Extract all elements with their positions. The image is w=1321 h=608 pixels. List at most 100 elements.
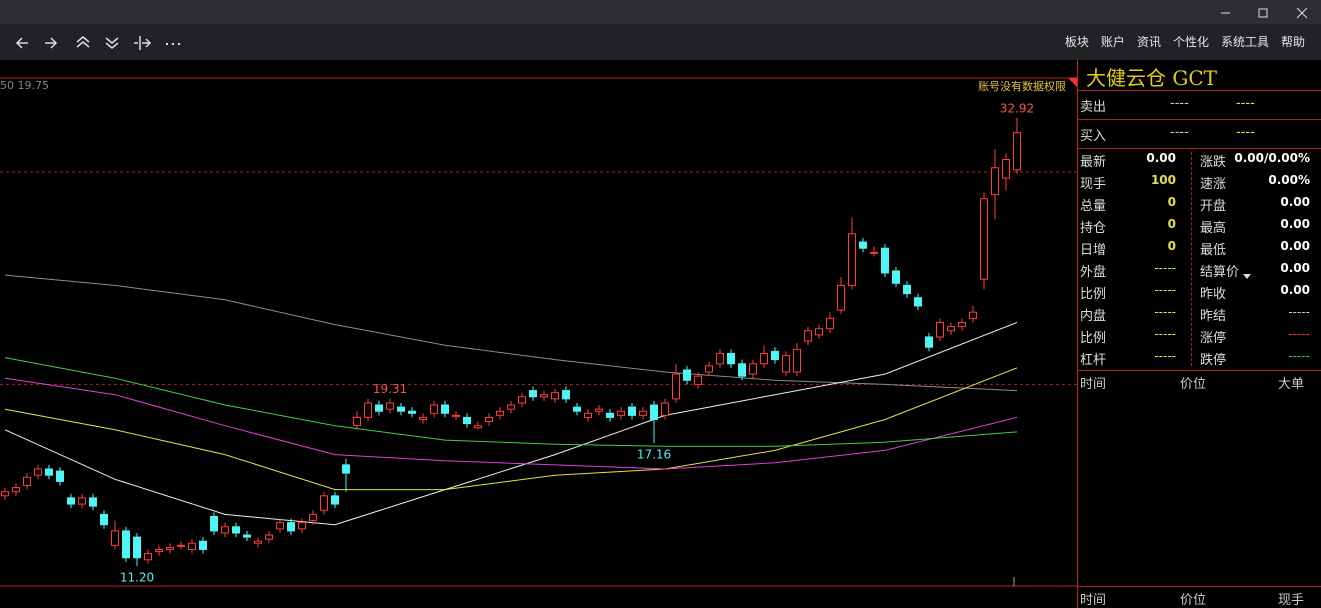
split-button[interactable] (134, 36, 152, 50)
quote-value: ----- (1288, 305, 1310, 319)
candle-body (441, 404, 449, 414)
page-up-button[interactable] (76, 36, 90, 48)
order-price: ---- (1170, 96, 1189, 111)
quote-value: 0.00 (1280, 239, 1310, 253)
candle-body (870, 251, 878, 254)
candle-body (364, 402, 372, 418)
order-volume: ---- (1236, 96, 1255, 111)
candle-body (265, 534, 273, 540)
quote-label: 跌停 (1200, 353, 1227, 368)
menu-item[interactable]: 个性化 (1172, 35, 1209, 49)
candle-body (562, 390, 570, 400)
candle-body (309, 513, 317, 522)
moving-average-line (4, 367, 1018, 491)
quote-label: 最高 (1200, 221, 1227, 236)
corner-marker (1068, 78, 1077, 87)
candle-body (1002, 159, 1010, 179)
column-header: 时间 (1080, 593, 1107, 608)
quote-value: ----- (1154, 261, 1176, 275)
menu-item[interactable]: 帮助 (1280, 35, 1305, 49)
toolbar (0, 24, 1321, 60)
moving-average-line (4, 357, 1018, 447)
candle-body (815, 328, 823, 336)
quote-label: 涨跌 (1200, 155, 1227, 170)
quote-value: 0.00 (1280, 195, 1310, 209)
menu-item[interactable]: 板块 (1064, 35, 1089, 49)
candle-body (485, 416, 493, 423)
quote-value: 0.00 (1280, 217, 1310, 231)
quote-label: 昨收 (1200, 287, 1227, 302)
candle-body (23, 476, 31, 487)
candle-body (848, 233, 856, 286)
candle-body (342, 464, 350, 474)
candle-body (375, 404, 383, 412)
order-label: 买入 (1080, 129, 1107, 144)
dropdown-arrow[interactable] (1243, 274, 1251, 279)
candle-body (386, 402, 394, 410)
quote-value: 100 (1150, 173, 1176, 187)
order-label: 卖出 (1080, 100, 1107, 115)
menu-item[interactable]: 系统工具 (1220, 35, 1269, 49)
quote-value: ----- (1154, 327, 1176, 341)
candle-body (298, 522, 306, 530)
candle-body (34, 468, 42, 476)
price-label: 11.20 (120, 570, 154, 584)
column-header: 时间 (1080, 377, 1107, 392)
candle-body (408, 410, 416, 414)
candle-body (133, 536, 141, 559)
page-down-button[interactable] (105, 37, 119, 49)
candle-body (925, 336, 933, 348)
candle-body (540, 394, 548, 398)
restore-button[interactable] (1258, 8, 1268, 18)
candle-body (1, 491, 9, 497)
candle-body (243, 534, 251, 538)
candle-body (155, 548, 163, 553)
quote-panel: 大健云仓 GCT 卖出 ---- ---- 买入 ---- ---- 最新 0.00 涨跌 0.0… (1077, 60, 1321, 608)
candle-body (507, 404, 515, 410)
quote-value: ----- (1154, 283, 1176, 297)
candle-body (584, 412, 592, 418)
candle-body (958, 322, 966, 328)
candle-body (474, 425, 482, 429)
menu-item[interactable]: 账户 (1100, 35, 1125, 49)
candle-body (111, 530, 119, 546)
divider (1078, 90, 1321, 91)
candle-body (694, 375, 702, 385)
title-bar (0, 0, 1321, 24)
candle-body (496, 410, 504, 416)
candle-body (56, 470, 64, 482)
candle-body (353, 416, 361, 427)
candle-body (419, 416, 427, 420)
quote-label: 内盘 (1080, 309, 1107, 324)
price-label: 19.31 (373, 382, 407, 396)
candle-body (969, 311, 977, 319)
candle-body (144, 553, 152, 561)
candle-body (837, 284, 845, 311)
candle-body (452, 414, 460, 417)
candle-body (166, 546, 174, 550)
moving-average-line (4, 322, 1018, 526)
quote-label: 昨结 (1200, 309, 1227, 324)
quote-value: ----- (1154, 305, 1176, 319)
quote-value: ----- (1288, 349, 1310, 363)
candle-body (12, 487, 20, 493)
candle-body (518, 396, 526, 404)
candle-body (716, 352, 724, 365)
menu-item[interactable]: 资讯 (1136, 35, 1161, 49)
candle-body (430, 404, 438, 414)
back-button[interactable] (15, 37, 28, 49)
candle-body (859, 241, 867, 249)
order-price: ---- (1170, 125, 1189, 140)
candle-body (276, 522, 284, 530)
close-button[interactable] (1296, 7, 1308, 19)
candle-body (188, 542, 196, 550)
candle-body (639, 410, 647, 416)
candle-body (826, 317, 834, 330)
quote-value: ----- (1288, 327, 1310, 341)
quote-value: 0.00 (1280, 283, 1310, 297)
candle-body (947, 326, 955, 332)
forward-button[interactable] (45, 37, 58, 49)
divider (1078, 586, 1321, 587)
quote-value: 0.00/0.00% (1234, 151, 1310, 165)
candle-body (1013, 132, 1021, 171)
